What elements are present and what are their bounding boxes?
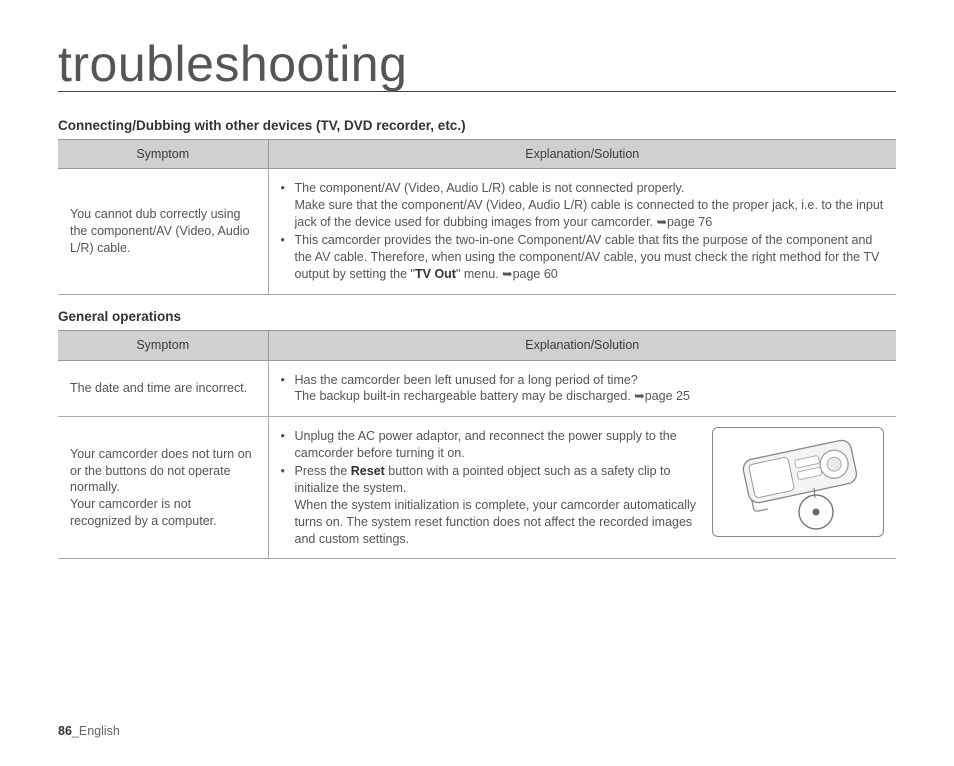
manual-page: troubleshooting Connecting/Dubbing with … [0,0,954,766]
symptom-cell: You cannot dub correctly using the compo… [58,169,268,294]
text: When the system initialization is comple… [295,498,697,546]
list-item: Press the Reset button with a pointed ob… [281,463,885,547]
table-general: Symptom Explanation/Solution The date an… [58,330,896,560]
col-header-explanation: Explanation/Solution [268,330,896,360]
page-ref: ➥page 25 [634,389,690,403]
page-ref: ➥page 76 [657,215,713,229]
col-header-symptom: Symptom [58,139,268,169]
table-row: Your camcorder does not turn on or the b… [58,417,896,559]
page-number: 86 [58,724,72,738]
table-header-row: Symptom Explanation/Solution [58,330,896,360]
bold-text: Reset [351,464,385,478]
list-item: This camcorder provides the two-in-one C… [281,232,885,283]
page-ref: ➥page 60 [502,267,558,281]
text: The backup built-in rechargeable battery… [295,389,635,403]
text: Press the [295,464,351,478]
explanation-cell: Unplug the AC power adaptor, and reconne… [268,417,896,559]
explanation-cell: The component/AV (Video, Audio L/R) cabl… [268,169,896,294]
list-item: The component/AV (Video, Audio L/R) cabl… [281,180,885,231]
text: Make sure that the component/AV (Video, … [295,198,884,229]
footer-sep: _ [72,724,79,738]
symptom-cell: The date and time are incorrect. [58,360,268,417]
explanation-cell: Has the camcorder been left unused for a… [268,360,896,417]
table-connecting: Symptom Explanation/Solution You cannot … [58,139,896,295]
bold-text: TV Out [415,267,456,281]
section-heading-general: General operations [58,309,896,324]
table-header-row: Symptom Explanation/Solution [58,139,896,169]
text: This camcorder provides the two-in-one C… [295,233,880,281]
col-header-explanation: Explanation/Solution [268,139,896,169]
symptom-cell: Your camcorder does not turn on or the b… [58,417,268,559]
text: " menu. [456,267,502,281]
text: Has the camcorder been left unused for a… [295,373,638,387]
list-item: Unplug the AC power adaptor, and reconne… [281,428,885,462]
list-item: Has the camcorder been left unused for a… [281,372,885,406]
table-row: You cannot dub correctly using the compo… [58,169,896,294]
table-row: The date and time are incorrect. Has the… [58,360,896,417]
footer-language: English [79,724,120,738]
page-title: troubleshooting [58,38,896,92]
text: The component/AV (Video, Audio L/R) cabl… [295,181,685,195]
page-footer: 86_English [58,724,120,738]
col-header-symptom: Symptom [58,330,268,360]
section-heading-connecting: Connecting/Dubbing with other devices (T… [58,118,896,133]
text: Unplug the AC power adaptor, and reconne… [295,429,677,460]
